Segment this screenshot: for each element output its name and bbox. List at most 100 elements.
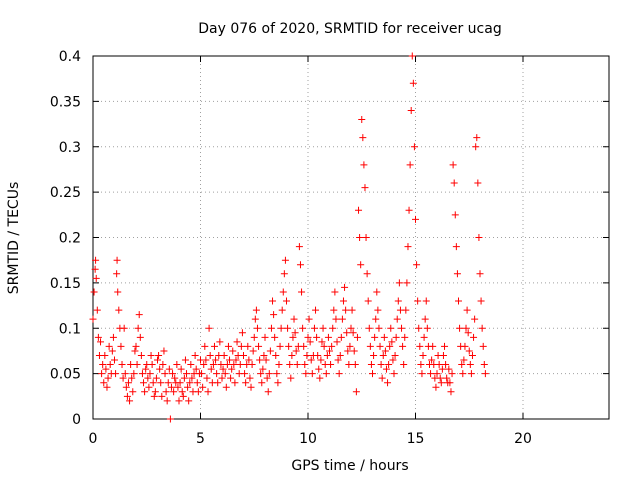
data-point	[216, 338, 224, 346]
data-point	[463, 306, 471, 314]
data-point	[289, 333, 297, 341]
data-point	[187, 361, 195, 369]
data-point	[273, 370, 281, 378]
data-point	[214, 379, 222, 387]
data-point	[151, 388, 159, 396]
data-point	[314, 351, 322, 359]
data-point	[145, 383, 153, 391]
data-point	[443, 374, 451, 382]
data-point	[370, 351, 378, 359]
data-point	[291, 329, 299, 337]
data-point	[261, 333, 269, 341]
data-point	[147, 351, 155, 359]
data-point	[480, 361, 488, 369]
data-point	[471, 315, 479, 323]
data-point	[175, 397, 183, 405]
data-point	[320, 342, 328, 350]
data-point	[179, 392, 187, 400]
data-point	[200, 361, 208, 369]
data-point	[274, 379, 282, 387]
data-point	[474, 179, 482, 187]
data-point	[226, 356, 234, 364]
data-point	[382, 365, 390, 373]
data-point	[401, 333, 409, 341]
data-point	[409, 79, 417, 87]
data-point	[362, 234, 370, 241]
data-point	[269, 297, 277, 305]
data-point	[165, 365, 173, 373]
data-point	[322, 370, 330, 378]
data-point	[374, 306, 382, 314]
data-point	[142, 365, 150, 373]
data-point	[378, 374, 386, 382]
x-axis-label: GPS time / hours	[291, 458, 408, 474]
data-point	[206, 351, 214, 359]
data-point	[164, 379, 172, 387]
data-point	[477, 297, 485, 305]
data-point	[221, 370, 229, 378]
data-point	[386, 342, 394, 350]
data-point	[228, 365, 236, 373]
data-point	[217, 361, 225, 369]
data-point	[448, 370, 456, 378]
data-point	[253, 324, 261, 332]
data-point	[270, 311, 278, 319]
data-point	[114, 288, 122, 296]
data-point	[356, 234, 364, 241]
data-point	[465, 347, 473, 355]
data-point	[315, 365, 323, 373]
data-point	[301, 361, 309, 369]
data-point	[433, 370, 441, 378]
data-point	[376, 342, 384, 350]
data-point	[412, 215, 419, 223]
data-point	[236, 361, 244, 369]
data-point	[173, 361, 181, 369]
data-point	[464, 329, 472, 337]
data-point	[109, 333, 117, 341]
data-point	[323, 351, 331, 359]
data-point	[466, 361, 474, 369]
data-point	[159, 361, 167, 369]
data-point	[237, 342, 245, 350]
data-point	[246, 374, 254, 382]
data-point	[204, 388, 212, 396]
data-point	[180, 374, 188, 382]
data-point	[435, 361, 443, 369]
data-point	[389, 356, 397, 364]
data-point	[388, 338, 396, 346]
data-point	[111, 356, 118, 364]
data-point	[160, 347, 168, 355]
data-point	[100, 379, 108, 387]
data-point	[193, 379, 201, 387]
data-point	[91, 265, 99, 273]
data-point	[255, 342, 263, 350]
data-point	[152, 374, 160, 382]
data-point	[128, 374, 136, 382]
data-point	[318, 338, 326, 346]
data-point	[428, 356, 436, 364]
axis-tick-labels: 0 5 10 15 20 0 0.05 0.1 0.15 0.2 0.25 0.3 0.35 0.4	[50, 49, 532, 447]
data-point	[304, 333, 312, 341]
data-point	[347, 324, 355, 332]
y-tick-label: 0.15	[50, 276, 81, 292]
data-point	[369, 370, 376, 378]
data-point	[101, 351, 109, 359]
data-point	[148, 361, 156, 369]
data-point	[140, 379, 148, 387]
data-point	[432, 383, 440, 391]
data-point	[231, 379, 239, 387]
data-point	[449, 161, 457, 169]
data-point	[381, 347, 389, 355]
data-point	[427, 370, 435, 378]
data-point	[357, 261, 365, 269]
data-point	[399, 342, 407, 350]
data-point	[317, 356, 325, 364]
data-point	[461, 342, 469, 350]
data-point	[245, 356, 253, 364]
data-point	[161, 370, 169, 378]
data-point	[144, 374, 152, 382]
data-point	[155, 351, 163, 359]
data-point	[467, 370, 475, 378]
data-point	[222, 383, 230, 391]
